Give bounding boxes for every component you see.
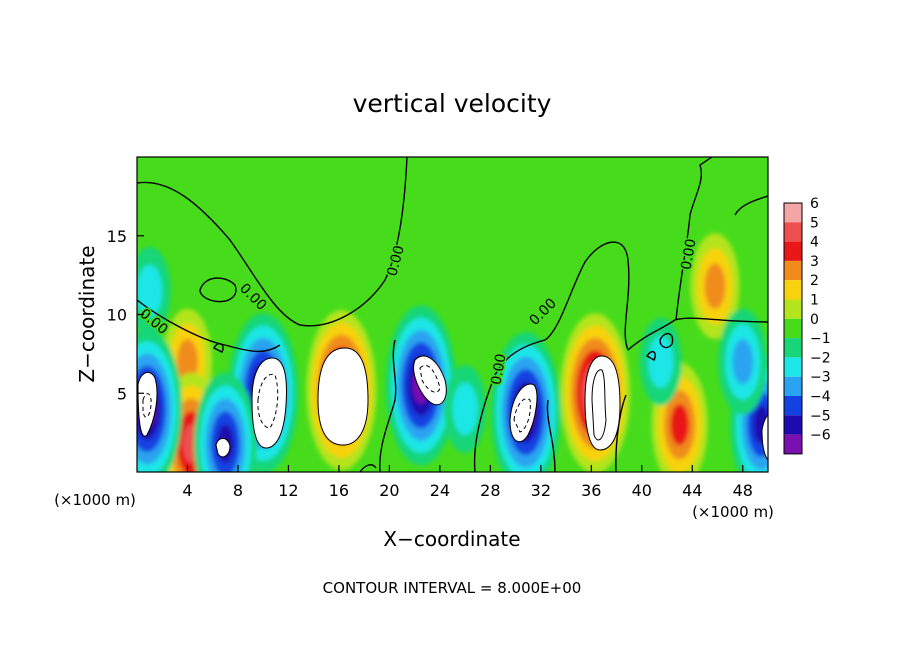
negative-contour-line bbox=[257, 373, 279, 429]
updraft-contour bbox=[591, 369, 607, 441]
downdraft-band bbox=[648, 335, 674, 389]
x-tick-label: 16 bbox=[329, 481, 349, 500]
zero-contours bbox=[137, 157, 768, 472]
colorbar-label: 2 bbox=[810, 273, 819, 289]
downdraft-contour bbox=[137, 371, 158, 437]
colorbar-swatch bbox=[784, 260, 802, 281]
negative-contour-line bbox=[419, 365, 441, 393]
zero-contour-line bbox=[627, 317, 768, 351]
colorbar-swatch bbox=[784, 299, 802, 319]
colorbar-label: 5 bbox=[810, 215, 819, 231]
x-tick-label: 8 bbox=[233, 481, 243, 500]
colorbar-label: −5 bbox=[810, 408, 831, 424]
colorbar-swatch bbox=[784, 203, 802, 223]
negative-contours bbox=[142, 365, 531, 433]
zero-contour-line bbox=[646, 350, 656, 361]
x-tick-label: 12 bbox=[278, 481, 298, 500]
y-tick-label: 10 bbox=[107, 306, 127, 325]
colorbar-label: −1 bbox=[810, 331, 831, 347]
x-tick-label: 20 bbox=[379, 481, 399, 500]
updraft-band bbox=[670, 404, 689, 446]
colorbar: 6 5 4 3 2 1 0 −1 −2 −3 −4 −5 −6 bbox=[783, 196, 831, 455]
downdraft-contour bbox=[413, 355, 447, 406]
x-axis-label: X−coordinate bbox=[383, 527, 520, 551]
downdraft-contour bbox=[215, 437, 231, 458]
colorbar-frame bbox=[783, 202, 803, 455]
colorbar-label: −6 bbox=[810, 428, 831, 444]
colorbar-swatch bbox=[784, 357, 802, 377]
colorbar-swatch bbox=[784, 318, 802, 339]
contour-label: 0.00 bbox=[488, 353, 509, 386]
x-tick-label: 48 bbox=[733, 481, 753, 500]
zero-contour-line bbox=[659, 333, 674, 349]
updraft-band bbox=[704, 263, 726, 309]
x-unit-right: (×1000 m) bbox=[692, 503, 774, 521]
colorbar-label: 6 bbox=[810, 196, 819, 212]
zero-contour-line bbox=[675, 157, 713, 321]
downdraft-band bbox=[732, 339, 754, 385]
strong-contours bbox=[137, 347, 768, 461]
colorbar-swatch bbox=[784, 241, 802, 261]
zero-contour-line bbox=[546, 399, 556, 472]
x-tick-label: 28 bbox=[480, 481, 500, 500]
colorbar-swatch bbox=[784, 222, 802, 242]
negative-contour-line bbox=[513, 398, 531, 433]
zero-contour-line bbox=[359, 464, 377, 472]
colorbar-label: 3 bbox=[810, 254, 819, 270]
updraft-contour bbox=[317, 347, 369, 446]
plot-area: 0.000.000.000.000.000.00 bbox=[135, 156, 769, 473]
zero-contour-line bbox=[379, 339, 397, 472]
colorbar-swatch bbox=[784, 338, 802, 358]
x-tick-label: 44 bbox=[682, 481, 702, 500]
x-tick-label: 40 bbox=[632, 481, 652, 500]
colorbar-label: 4 bbox=[810, 235, 819, 251]
colorbar-label: 1 bbox=[810, 293, 819, 309]
x-tick-label: 32 bbox=[531, 481, 551, 500]
downdraft-band bbox=[452, 382, 478, 436]
colorbar-swatch bbox=[784, 396, 802, 416]
colorbar-label: −2 bbox=[810, 350, 831, 366]
x-tick-label: 36 bbox=[581, 481, 601, 500]
y-tick-label: 5 bbox=[117, 384, 127, 403]
colorbar-swatch bbox=[784, 280, 802, 300]
colorbar-label: 0 bbox=[810, 312, 819, 328]
colorbar-label: −3 bbox=[810, 370, 831, 386]
y-tick-label: 15 bbox=[107, 227, 127, 246]
x-tick-label: 4 bbox=[182, 481, 192, 500]
colorbar-swatch bbox=[784, 434, 802, 454]
negative-contour-line bbox=[142, 393, 152, 418]
colorbar-swatch bbox=[784, 415, 802, 435]
downdraft-contour bbox=[761, 414, 768, 461]
contour-interval-footer: CONTOUR INTERVAL = 8.000E+00 bbox=[323, 579, 582, 597]
x-tick-label: 24 bbox=[430, 481, 450, 500]
zero-contour-line bbox=[734, 195, 768, 216]
x-axis: 4 8 12 16 20 24 28 32 36 40 44 48 bbox=[182, 465, 753, 500]
downdraft-contour bbox=[509, 383, 538, 443]
zero-contour-line bbox=[199, 277, 237, 303]
y-axis-label: Z−coordinate bbox=[75, 245, 99, 382]
colorbar-swatch bbox=[784, 376, 802, 396]
chart-title: vertical velocity bbox=[353, 89, 552, 118]
y-axis: 5 10 15 bbox=[107, 227, 144, 403]
zero-contour-line bbox=[473, 241, 630, 472]
colorbar-label: −4 bbox=[810, 389, 831, 405]
downdraft-contour bbox=[251, 357, 287, 449]
x-unit-left: (×1000 m) bbox=[54, 491, 136, 509]
zero-contour-line bbox=[213, 342, 224, 353]
zero-contour-line bbox=[137, 157, 408, 327]
